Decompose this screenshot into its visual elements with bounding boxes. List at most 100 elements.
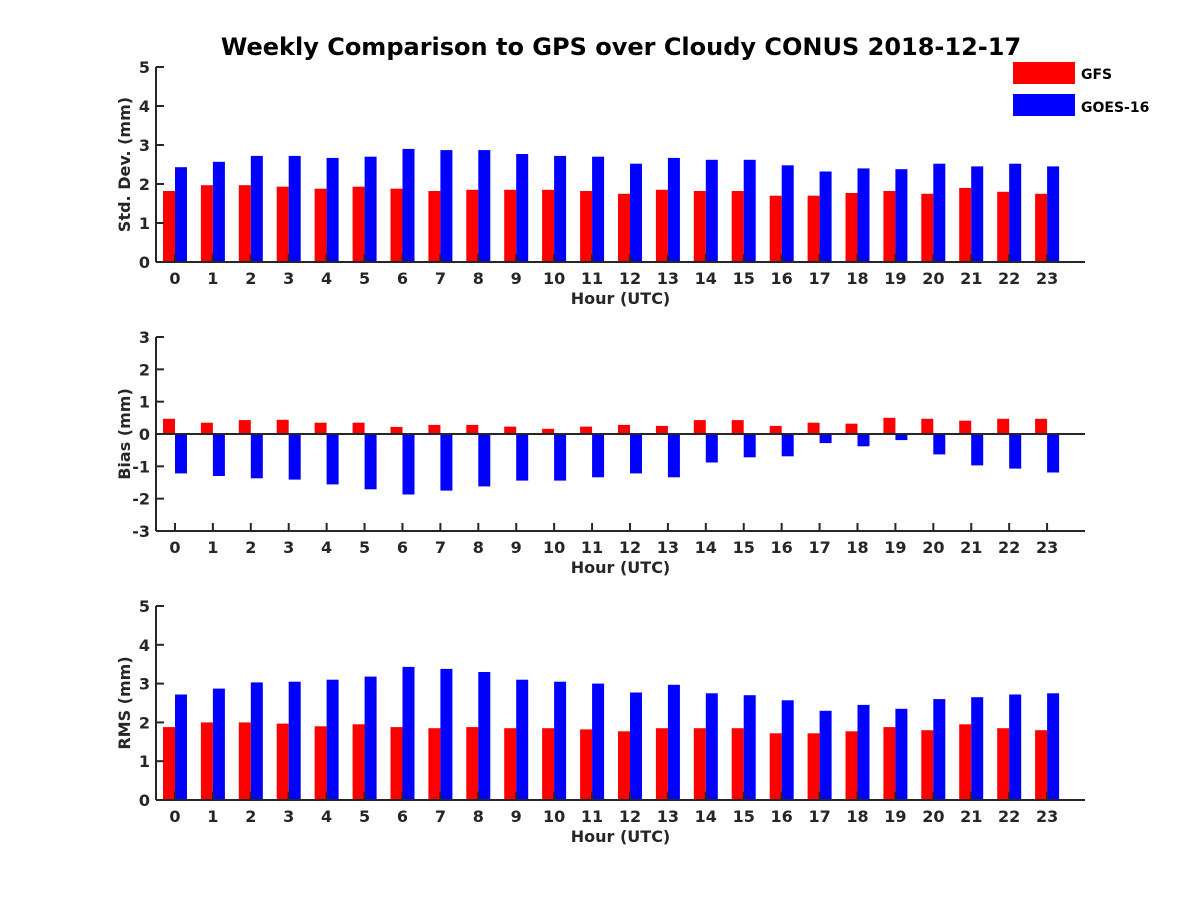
x-tick-label: 13: [657, 807, 679, 826]
bar-goes16-7: [440, 150, 453, 262]
bar-goes16-4: [326, 434, 339, 485]
bar-gfs-3: [276, 186, 289, 262]
legend-label-goes16: GOES-16: [1081, 100, 1149, 116]
bar-goes16-12: [630, 692, 642, 800]
y-tick-label: 3: [139, 136, 150, 155]
x-tick-label: 23: [1036, 538, 1058, 557]
y-tick-label: 2: [139, 175, 150, 194]
bar-goes16-14: [705, 159, 718, 262]
legend-label-gfs: GFS: [1081, 67, 1112, 83]
bar-gfs-11: [580, 729, 593, 800]
x-tick-label: 1: [207, 538, 218, 557]
bar-gfs-0: [163, 418, 175, 434]
x-tick-label: 7: [435, 538, 446, 557]
y-tick-label: -1: [132, 457, 150, 476]
x-tick-label: 18: [846, 807, 868, 826]
bar-gfs-15: [731, 191, 744, 262]
x-tick-label: 14: [695, 807, 717, 826]
bar-goes16-12: [630, 163, 642, 262]
bar-gfs-9: [504, 189, 517, 262]
y-tick-label: -2: [132, 490, 150, 509]
bar-gfs-19: [883, 191, 896, 262]
bar-gfs-0: [163, 727, 175, 800]
bar-gfs-4: [314, 188, 327, 262]
y-tick-label: 4: [139, 636, 150, 655]
bar-goes16-20: [933, 699, 946, 800]
bar-goes16-16: [781, 434, 794, 457]
y-tick-label: 1: [139, 393, 150, 412]
x-tick-label: 6: [397, 538, 408, 557]
y-tick-label: 4: [139, 97, 150, 116]
bar-goes16-0: [175, 167, 187, 262]
bar-gfs-21: [959, 724, 972, 800]
x-tick-label: 21: [960, 269, 982, 288]
bar-gfs-22: [997, 728, 1010, 800]
x-tick-label: 10: [543, 538, 565, 557]
bar-gfs-17: [807, 733, 820, 800]
x-tick-label: 5: [359, 269, 370, 288]
bar-goes16-3: [288, 155, 301, 262]
x-tick-label: 15: [733, 269, 755, 288]
y-tick-label: 2: [139, 713, 150, 732]
bar-goes16-3: [288, 434, 301, 480]
y-tick-label: 1: [139, 752, 150, 771]
bar-gfs-6: [390, 188, 403, 262]
x-tick-label: 4: [321, 269, 332, 288]
bar-gfs-2: [238, 722, 251, 800]
bar-goes16-21: [971, 697, 984, 800]
x-tick-label: 1: [207, 269, 218, 288]
y-axis-label: Bias (mm): [115, 388, 134, 480]
bar-goes16-7: [440, 668, 453, 800]
bar-goes16-23: [1047, 434, 1060, 473]
bar-gfs-20: [921, 193, 934, 263]
x-axis-label: Hour (UTC): [571, 558, 671, 577]
x-axis-label: Hour (UTC): [571, 827, 671, 846]
bar-goes16-17: [819, 171, 832, 262]
bar-gfs-5: [352, 422, 365, 434]
bar-gfs-1: [200, 422, 213, 434]
bar-gfs-0: [163, 191, 175, 262]
bar-gfs-18: [845, 193, 858, 262]
bar-gfs-16: [769, 733, 782, 800]
bar-goes16-8: [478, 150, 491, 262]
x-tick-label: 3: [283, 269, 294, 288]
x-tick-label: 4: [321, 807, 332, 826]
bar-goes16-0: [175, 694, 187, 800]
x-tick-label: 22: [998, 538, 1020, 557]
chart-title: Weekly Comparison to GPS over Cloudy CON…: [221, 33, 1021, 61]
bar-gfs-16: [769, 425, 782, 434]
bar-gfs-7: [428, 728, 441, 800]
bar-goes16-15: [743, 434, 756, 458]
bar-goes16-18: [857, 434, 870, 447]
bar-goes16-19: [895, 434, 908, 441]
x-tick-label: 15: [733, 538, 755, 557]
bar-gfs-10: [542, 728, 555, 800]
legend: GFS GOES-16: [1013, 62, 1149, 116]
y-tick-label: 3: [139, 675, 150, 694]
x-tick-label: 21: [960, 538, 982, 557]
bar-goes16-13: [667, 157, 680, 262]
bar-gfs-3: [276, 419, 289, 434]
bar-goes16-11: [592, 683, 605, 800]
bar-goes16-22: [1009, 434, 1022, 469]
x-tick-label: 7: [435, 807, 446, 826]
x-tick-label: 22: [998, 269, 1020, 288]
legend-swatch-gfs: [1013, 62, 1075, 84]
x-tick-label: 5: [359, 807, 370, 826]
bar-gfs-2: [238, 420, 251, 434]
bar-gfs-22: [997, 191, 1010, 262]
bar-goes16-5: [364, 676, 377, 800]
bar-gfs-6: [390, 727, 403, 800]
bar-gfs-4: [314, 422, 327, 434]
x-tick-label: 8: [473, 538, 484, 557]
bar-goes16-21: [971, 166, 984, 262]
bar-goes16-12: [630, 434, 642, 474]
x-tick-label: 21: [960, 807, 982, 826]
x-tick-label: 10: [543, 269, 565, 288]
x-tick-label: 7: [435, 269, 446, 288]
x-tick-label: 6: [397, 269, 408, 288]
x-tick-label: 20: [922, 538, 944, 557]
x-tick-label: 9: [511, 807, 522, 826]
bar-goes16-2: [250, 682, 263, 800]
